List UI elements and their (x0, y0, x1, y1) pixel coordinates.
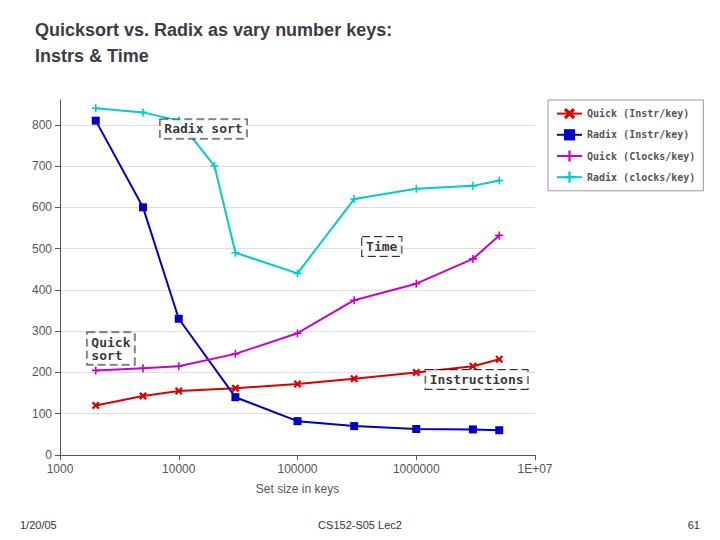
svg-text:Time: Time (366, 239, 397, 254)
svg-text:500: 500 (32, 242, 52, 256)
svg-text:Instrs & Time: Instrs & Time (35, 46, 149, 66)
svg-text:Radix sort: Radix sort (164, 121, 242, 136)
svg-text:200: 200 (32, 365, 52, 379)
svg-text:Quick (Clocks/key): Quick (Clocks/key) (587, 151, 695, 162)
svg-text:800: 800 (32, 118, 52, 132)
svg-text:300: 300 (32, 324, 52, 338)
svg-text:1E+07: 1E+07 (517, 462, 552, 476)
svg-text:0: 0 (45, 448, 52, 462)
svg-text:1000: 1000 (47, 462, 74, 476)
svg-text:400: 400 (32, 283, 52, 297)
svg-text:700: 700 (32, 159, 52, 173)
svg-text:Quick (Instr/key): Quick (Instr/key) (587, 108, 689, 119)
svg-text:Set size in keys: Set size in keys (256, 482, 339, 496)
svg-text:Quick: Quick (91, 334, 131, 350)
svg-text:100000: 100000 (277, 462, 317, 476)
svg-text:sort: sort (91, 348, 122, 363)
svg-text:600: 600 (32, 200, 52, 214)
svg-text:1/20/05: 1/20/05 (20, 519, 57, 531)
svg-text:100: 100 (32, 407, 52, 421)
svg-text:CS152-S05 Lec2: CS152-S05 Lec2 (318, 519, 402, 531)
svg-text:Radix (clocks/key): Radix (clocks/key) (587, 172, 695, 183)
svg-text:Quicksort vs. Radix as vary nu: Quicksort vs. Radix as vary number keys: (35, 20, 392, 40)
svg-text:10000: 10000 (162, 462, 196, 476)
svg-text:61: 61 (688, 519, 700, 531)
svg-text:Instructions: Instructions (430, 372, 524, 387)
svg-text:1000000: 1000000 (393, 462, 440, 476)
svg-text:Radix (Instr/key): Radix (Instr/key) (587, 129, 689, 140)
